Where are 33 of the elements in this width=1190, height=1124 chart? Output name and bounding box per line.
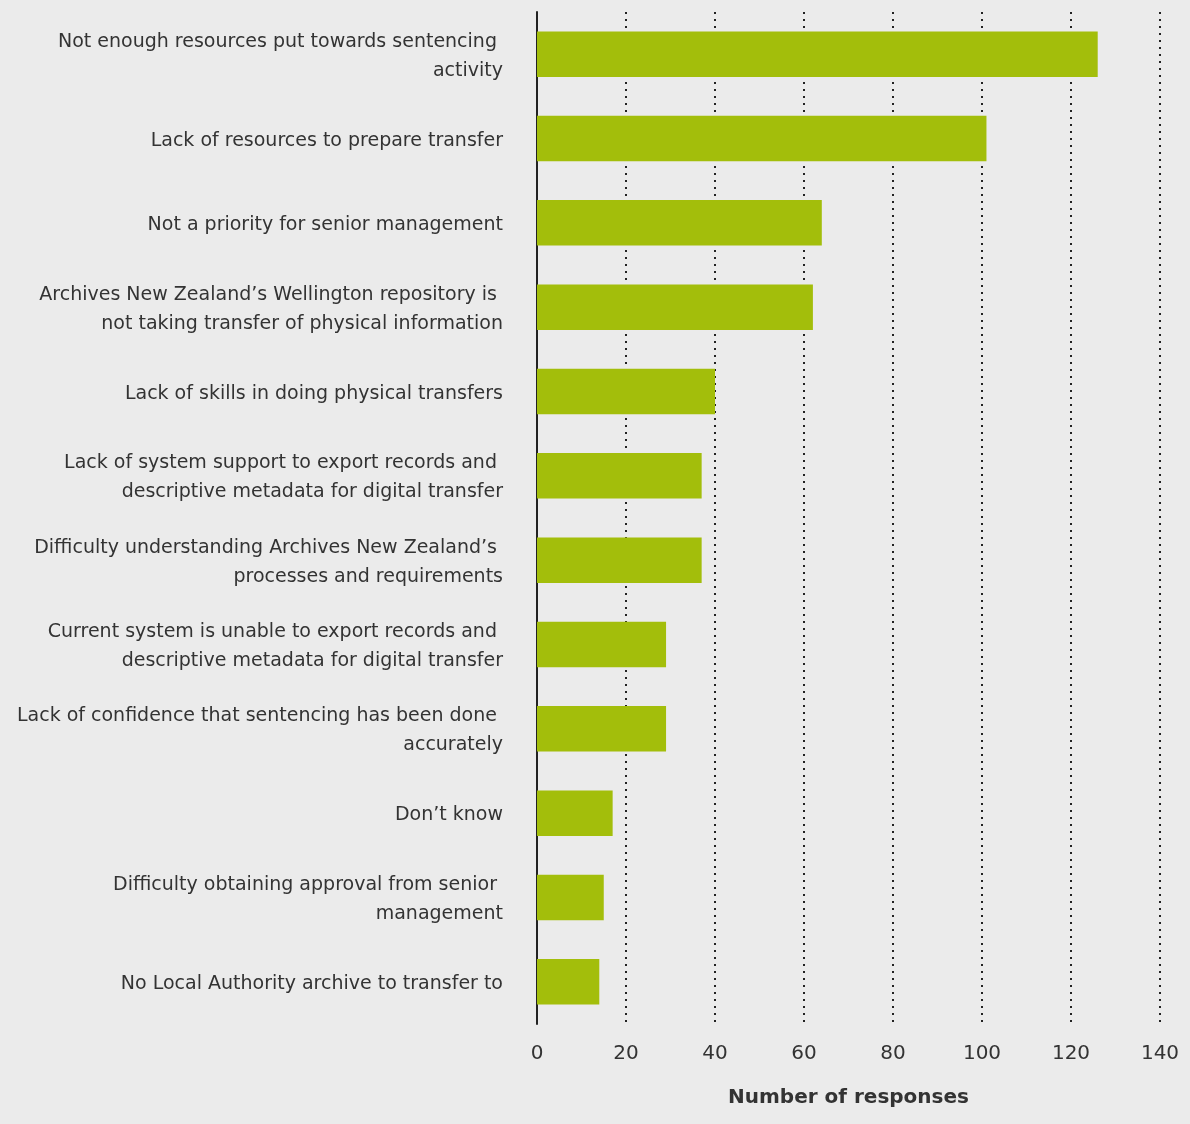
bar (537, 537, 702, 583)
y-tick-label: Lack of confidence that sentencing has been done accurately (16, 703, 503, 755)
x-tick-label: 100 (962, 1040, 1002, 1064)
bar (537, 874, 604, 921)
bar (537, 368, 715, 415)
x-tick-label: 140 (1140, 1040, 1180, 1064)
bar (537, 200, 822, 246)
y-tick-label: Archives New Zealand’s Wellington repository is not taking transfer of physical information (39, 281, 503, 333)
x-tick-label: 120 (1051, 1040, 1091, 1064)
bar (537, 959, 600, 1005)
y-tick-label: Difficulty understanding Archives New Zealand’s processes and requirements (34, 534, 503, 586)
bar (537, 31, 1098, 77)
y-tick-label: Not a priority for senior management (147, 211, 503, 234)
y-tick-label: Don’t know (394, 802, 503, 825)
bar (537, 621, 667, 668)
y-tick-label: Difficulty obtaining approval from senior management (113, 872, 503, 923)
x-axis-title: Number of responses (728, 1084, 969, 1108)
bar (537, 284, 813, 330)
x-tick-label: 80 (880, 1040, 906, 1064)
y-tick-label: No Local Authority archive to transfer to (120, 970, 503, 993)
bar (537, 115, 987, 162)
x-tick-label: 20 (613, 1040, 639, 1064)
y-tick-label: Lack of resources to prepare transfer (150, 127, 504, 150)
x-tick-label: 0 (530, 1040, 544, 1064)
y-tick-label: Lack of skills in doing physical transfers (124, 380, 503, 403)
bar (537, 706, 667, 752)
x-tick-label: 40 (702, 1040, 728, 1064)
bar (537, 790, 613, 836)
bar (537, 453, 702, 499)
y-tick-label: Lack of system support to export records and descriptive metadata for digital transfer (64, 450, 504, 502)
x-tick-label: 60 (791, 1040, 817, 1064)
y-tick-label: Not enough resources put towards sentencing activity (58, 28, 503, 80)
y-tick-label: Current system is unable to export records and descriptive metadata for digital transfer (47, 619, 504, 670)
